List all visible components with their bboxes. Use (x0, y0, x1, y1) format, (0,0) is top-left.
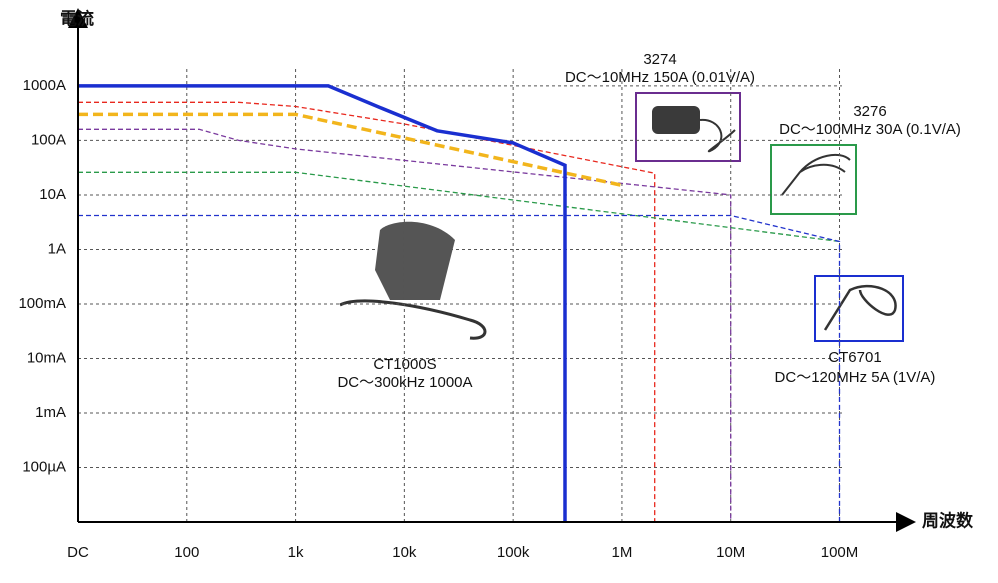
annotation: DC～10MHz 150A (0.01V/A) (565, 69, 755, 86)
y-tick-label: 10mA (27, 349, 66, 366)
device-box (770, 144, 857, 215)
annotation: DC～120MHz 5A (1V/A) (775, 369, 936, 386)
x-tick-label: DC (67, 544, 89, 561)
x-tick-label: 100k (497, 544, 530, 561)
series-line (78, 171, 840, 243)
annotation: DC～300kHz 1000A (337, 374, 472, 391)
device-cable (339, 299, 487, 340)
x-tick-label: 1k (288, 544, 304, 561)
device-cable (823, 284, 897, 331)
y-axis-label: 電流 (60, 8, 94, 28)
y-tick-label: 1A (48, 240, 66, 257)
device-cable (781, 153, 851, 196)
device-image (375, 221, 455, 300)
annotation: CT6701 (828, 349, 881, 366)
x-tick-label: 10k (392, 544, 417, 561)
series-line (78, 128, 732, 522)
x-tick-label: 10M (716, 544, 745, 561)
device-image (652, 106, 700, 134)
y-tick-label: 10A (39, 186, 66, 203)
y-tick-label: 1000A (23, 77, 66, 94)
annotation: 3274 (643, 51, 676, 68)
annotation: CT1000S (373, 356, 436, 373)
series-line (78, 84, 567, 522)
y-tick-label: 100A (31, 131, 66, 148)
y-tick-label: 100mA (18, 295, 66, 312)
y-tick-label: 1mA (35, 404, 66, 421)
x-tick-label: 100M (821, 544, 859, 561)
x-tick-label: 1M (612, 544, 633, 561)
series-line (78, 101, 656, 522)
y-tick-label: 100µA (22, 458, 66, 475)
series-line (78, 112, 623, 188)
x-axis-label: 周波数 (922, 510, 974, 530)
series-line (78, 214, 841, 522)
annotation: 3276 (853, 103, 886, 120)
x-tick-label: 100 (174, 544, 199, 561)
annotation: DC～100MHz 30A (0.1V/A) (779, 121, 961, 138)
